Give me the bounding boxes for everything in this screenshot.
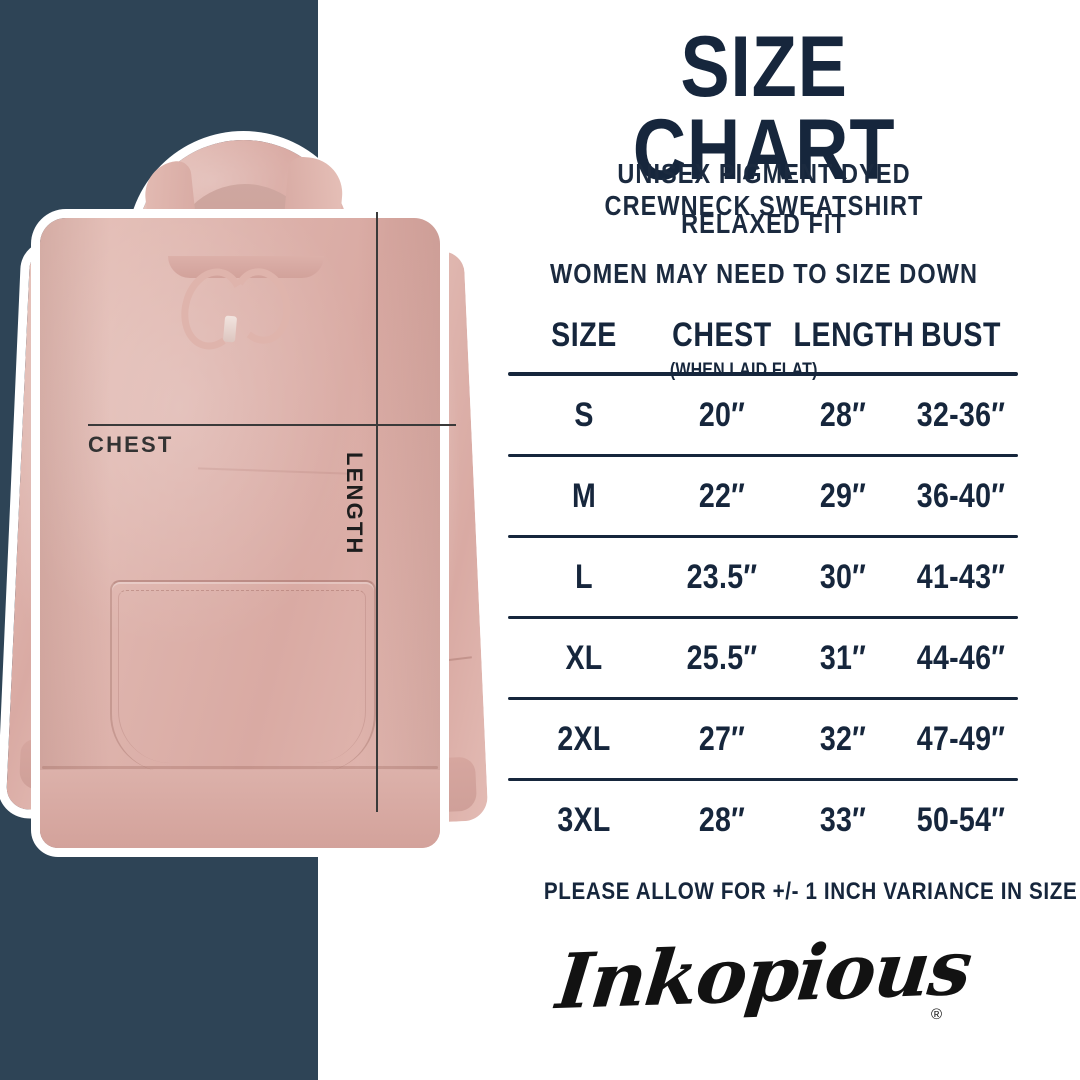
cell-bust: 47-49″	[916, 719, 1006, 758]
hoodie-body	[40, 218, 440, 848]
column-header-bust: BUST	[920, 316, 1002, 354]
cell-chest: 25.5″	[686, 638, 758, 677]
hoodie-hem-band	[40, 770, 440, 848]
cell-bust: 32-36″	[916, 395, 1006, 434]
chest-measurement-label: CHEST	[88, 432, 174, 457]
cell-size: M	[571, 476, 597, 515]
hoodie-body-shading-left	[40, 218, 110, 848]
table-row: S 20″ 28″ 32-36″	[508, 376, 1020, 454]
cell-chest: 20″	[698, 395, 746, 434]
column-header-length: LENGTH	[793, 316, 915, 354]
registered-trademark-icon: ®	[930, 1006, 942, 1023]
cell-bust: 36-40″	[916, 476, 1006, 515]
cell-length: 31″	[819, 638, 867, 677]
hoodie-pocket-stitching	[118, 590, 366, 763]
hoodie-neck-band	[168, 256, 324, 278]
cell-size: L	[575, 557, 593, 596]
length-measurement-label: LENGTH	[342, 452, 367, 556]
table-row-divider	[508, 778, 1018, 781]
hoodie-body-shading-right	[358, 218, 440, 848]
cell-length: 33″	[819, 800, 867, 839]
page-title: SIZE CHART	[632, 19, 896, 198]
hoodie-product-image	[5, 140, 498, 870]
table-row: 3XL 28″ 33″ 50-54″	[508, 781, 1020, 859]
table-header-divider	[508, 372, 1018, 376]
cell-chest: 23.5″	[686, 557, 758, 596]
size-chart-panel: SIZE CHART UNISEX PIGMENT DYED CREWNECK …	[508, 0, 1078, 1080]
hoodie-drawstring-aglet	[222, 315, 238, 343]
cell-bust: 44-46″	[916, 638, 1006, 677]
cell-chest: 22″	[698, 476, 746, 515]
cell-size: XL	[565, 638, 603, 677]
cell-length: 29″	[819, 476, 867, 515]
table-row: XL 25.5″ 31″ 44-46″	[508, 619, 1020, 697]
cell-size: S	[574, 395, 594, 434]
cell-size: 2XL	[557, 719, 611, 758]
column-header-chest: CHEST	[672, 316, 772, 354]
table-row: M 22″ 29″ 36-40″	[508, 457, 1020, 535]
cell-size: 3XL	[557, 800, 611, 839]
table-row-divider	[508, 616, 1018, 619]
brand-logo-wordmark: Inkopious	[552, 922, 976, 1027]
subtitle-fit: RELAXED FIT	[681, 208, 847, 239]
cell-length: 30″	[819, 557, 867, 596]
garment-photo-area: CHEST LENGTH	[0, 0, 520, 1080]
variance-note: PLEASE ALLOW FOR +/- 1 INCH VARIANCE IN …	[543, 878, 1078, 905]
table-row: 2XL 27″ 32″ 47-49″	[508, 700, 1020, 778]
table-row-divider	[508, 535, 1018, 538]
subtitle-product: UNISEX PIGMENT DYED CREWNECK SWEATSHIRT	[604, 158, 924, 221]
cell-bust: 50-54″	[916, 800, 1006, 839]
cell-length: 28″	[819, 395, 867, 434]
table-row-divider	[508, 697, 1018, 700]
cell-chest: 27″	[698, 719, 746, 758]
cell-bust: 41-43″	[916, 557, 1006, 596]
table-row-divider	[508, 454, 1018, 457]
column-header-size: SIZE	[551, 316, 617, 354]
hoodie-hem-seam	[42, 766, 438, 769]
size-chart-table: SIZE CHEST LENGTH BUST (WHEN LAID FLAT) …	[508, 316, 1020, 859]
subtitle-sizing-advice: WOMEN MAY NEED TO SIZE DOWN	[549, 258, 979, 289]
cell-chest: 28″	[698, 800, 746, 839]
chest-measurement-line	[88, 424, 456, 426]
hoodie-kangaroo-pocket	[110, 580, 376, 772]
length-measurement-line	[376, 212, 378, 812]
table-header-row: SIZE CHEST LENGTH BUST (WHEN LAID FLAT)	[508, 316, 1020, 381]
brand-logo: Inkopious ®	[508, 923, 1020, 1026]
table-row: L 23.5″ 30″ 41-43″	[508, 538, 1020, 616]
cell-length: 32″	[819, 719, 867, 758]
